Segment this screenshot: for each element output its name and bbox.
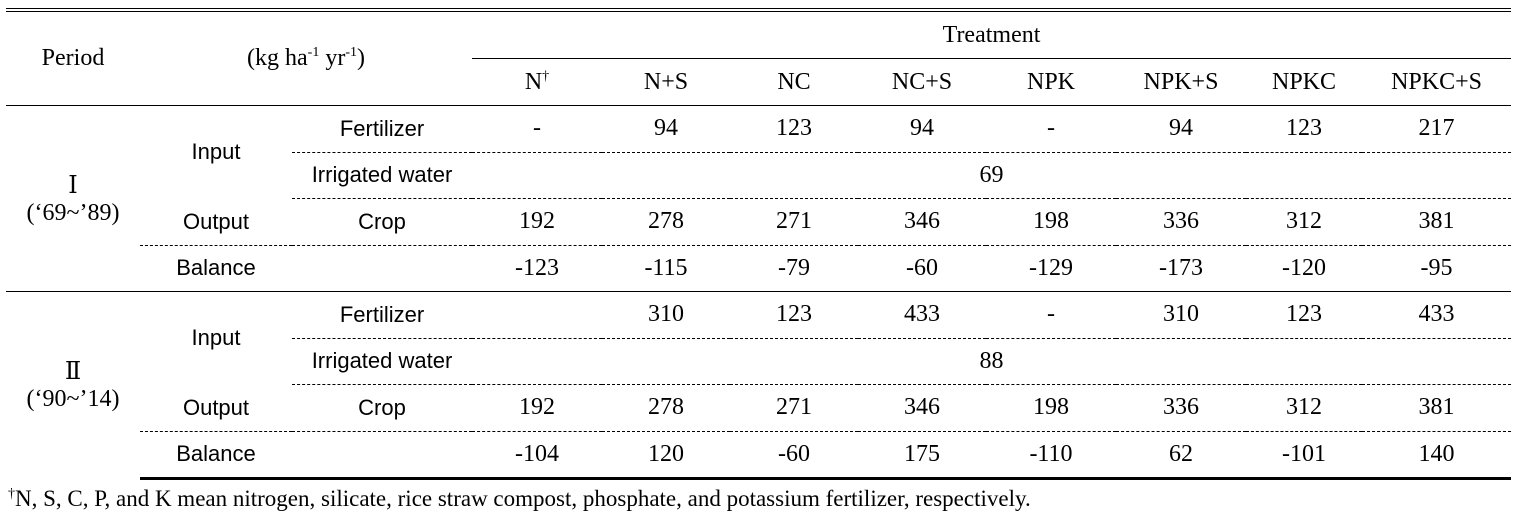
col-header-nc-s: NC+S bbox=[891, 68, 953, 95]
table-cell: 198 bbox=[986, 384, 1116, 432]
table-cell: 381 bbox=[1362, 384, 1512, 432]
table-cell: 123 bbox=[1246, 291, 1362, 339]
p1-crop-label: Crop bbox=[292, 198, 472, 246]
p2-water-value: 88 bbox=[472, 338, 1512, 385]
p1-output-row: Output Crop 192 278 271 346 198 336 312 … bbox=[6, 198, 1512, 246]
table-cell: 310 bbox=[602, 291, 730, 339]
table-cell: 192 bbox=[472, 384, 602, 432]
table-cell: 217 bbox=[1362, 105, 1512, 153]
p1-water-row: Irrigated water 69 bbox=[6, 152, 1512, 199]
table-cell: -104 bbox=[472, 431, 602, 480]
table-cell: 346 bbox=[858, 384, 986, 432]
table-cell: 198 bbox=[986, 198, 1116, 246]
footnote: †N, S, C, P, and K mean nitrogen, silica… bbox=[6, 486, 1511, 512]
col-header-n-s: N+S bbox=[643, 68, 689, 95]
table-cell: 312 bbox=[1246, 198, 1362, 246]
table-cell: 271 bbox=[730, 198, 858, 246]
p1-output-label: Output bbox=[140, 198, 292, 246]
table-cell: -120 bbox=[1282, 254, 1326, 281]
table-cell: 312 bbox=[1246, 384, 1362, 432]
table-cell: 271 bbox=[730, 384, 858, 432]
table-cell: 336 bbox=[1116, 384, 1246, 432]
table-cell bbox=[472, 291, 602, 339]
table-cell: 278 bbox=[602, 384, 730, 432]
unit-header: (kg ha-1 yr-1) bbox=[140, 8, 472, 106]
col-header-npk: NPK bbox=[1026, 68, 1075, 95]
table-cell: -101 bbox=[1246, 431, 1362, 480]
table-cell: -95 bbox=[1420, 254, 1453, 281]
p2-fertilizer-row: Ⅱ (‘90~’14) Input Fertilizer 310 123 433 … bbox=[6, 291, 1512, 479]
p2-output-label: Output bbox=[140, 384, 292, 432]
table-cell: 94 bbox=[858, 105, 986, 153]
p2-crop-label: Crop bbox=[292, 384, 472, 432]
period-2-label: Ⅱ (‘90~’14) bbox=[6, 291, 140, 479]
nutrient-balance-table: Period (kg ha-1 yr-1) Treatment N† N+S N… bbox=[6, 8, 1512, 480]
table-cell: 123 bbox=[1246, 105, 1362, 153]
table-cell: -60 bbox=[730, 431, 858, 480]
table-cell: 94 bbox=[602, 105, 730, 153]
table-cell: 278 bbox=[602, 198, 730, 246]
table-cell: 310 bbox=[1116, 291, 1246, 339]
table-cell: -60 bbox=[906, 254, 938, 281]
table-cell: - bbox=[472, 105, 602, 153]
p2-water-label: Irrigated water bbox=[292, 338, 472, 385]
table-cell: - bbox=[986, 105, 1116, 153]
p2-fertilizer-label: Fertilizer bbox=[292, 291, 472, 339]
table-page: Period (kg ha-1 yr-1) Treatment N† N+S N… bbox=[6, 8, 1512, 512]
p1-fertilizer-row: Ⅰ (‘69~’89) Input Fertilizer - 94 123 94 … bbox=[6, 105, 1512, 292]
col-header-nc: NC bbox=[777, 68, 811, 95]
table-cell: -129 bbox=[1029, 254, 1073, 281]
table-cell: 140 bbox=[1362, 431, 1512, 480]
table-cell: 433 bbox=[858, 291, 986, 339]
table-cell: -173 bbox=[1159, 254, 1203, 281]
p1-water-label: Irrigated water bbox=[292, 152, 472, 199]
col-header-n: N† bbox=[524, 68, 550, 95]
table-cell: 192 bbox=[472, 198, 602, 246]
table-cell: - bbox=[986, 291, 1116, 339]
table-cell: 381 bbox=[1362, 198, 1512, 246]
table-cell: 336 bbox=[1116, 198, 1246, 246]
p2-balance-label: Balance bbox=[140, 431, 292, 480]
p1-balance-label: Balance bbox=[176, 255, 256, 281]
table-cell: 433 bbox=[1362, 291, 1512, 339]
header-row-1: Period (kg ha-1 yr-1) Treatment bbox=[6, 8, 1512, 106]
col-header-npkc-s: NPKC+S bbox=[1391, 68, 1482, 95]
table-cell: 123 bbox=[730, 291, 858, 339]
p2-output-row: Output Crop 192 278 271 346 198 336 312 … bbox=[6, 384, 1512, 432]
p1-water-value: 69 bbox=[472, 152, 1512, 199]
table-cell: 175 bbox=[858, 431, 986, 480]
col-header-npkc: NPKC bbox=[1271, 68, 1337, 95]
p1-fertilizer-label: Fertilizer bbox=[292, 105, 472, 153]
table-cell: -110 bbox=[986, 431, 1116, 480]
period-header: Period bbox=[6, 8, 140, 106]
table-cell: 120 bbox=[602, 431, 730, 480]
header-row-2: N† N+S NC NC+S NPK NPK+S NPKC NPKC+S bbox=[6, 59, 1511, 106]
p1-balance-row: Balance -123 -115 -79 -60 -129 -173 -120… bbox=[6, 245, 1511, 292]
treatment-header: Treatment bbox=[472, 8, 1512, 59]
table-cell: 346 bbox=[858, 198, 986, 246]
p1-input-label: Input bbox=[140, 105, 292, 199]
table-cell: -123 bbox=[515, 254, 559, 281]
empty-cell bbox=[292, 245, 472, 292]
col-header-npk-s: NPK+S bbox=[1143, 68, 1219, 95]
footnote-text: N, S, C, P, and K mean nitrogen, silicat… bbox=[15, 486, 1031, 511]
table-cell: -115 bbox=[644, 254, 688, 281]
p2-input-label: Input bbox=[140, 291, 292, 385]
dagger-mark: † bbox=[8, 486, 15, 502]
p2-water-row: Irrigated water 88 bbox=[6, 338, 1512, 385]
p2-balance-row: Balance -104 120 -60 175 -110 62 -101 14… bbox=[6, 431, 1512, 480]
period-1-label: Ⅰ (‘69~’89) bbox=[6, 105, 140, 292]
table-cell: 62 bbox=[1116, 431, 1246, 480]
table-cell: 123 bbox=[730, 105, 858, 153]
table-cell: -79 bbox=[778, 254, 810, 281]
table-cell: 94 bbox=[1116, 105, 1246, 153]
empty-cell bbox=[292, 431, 472, 480]
